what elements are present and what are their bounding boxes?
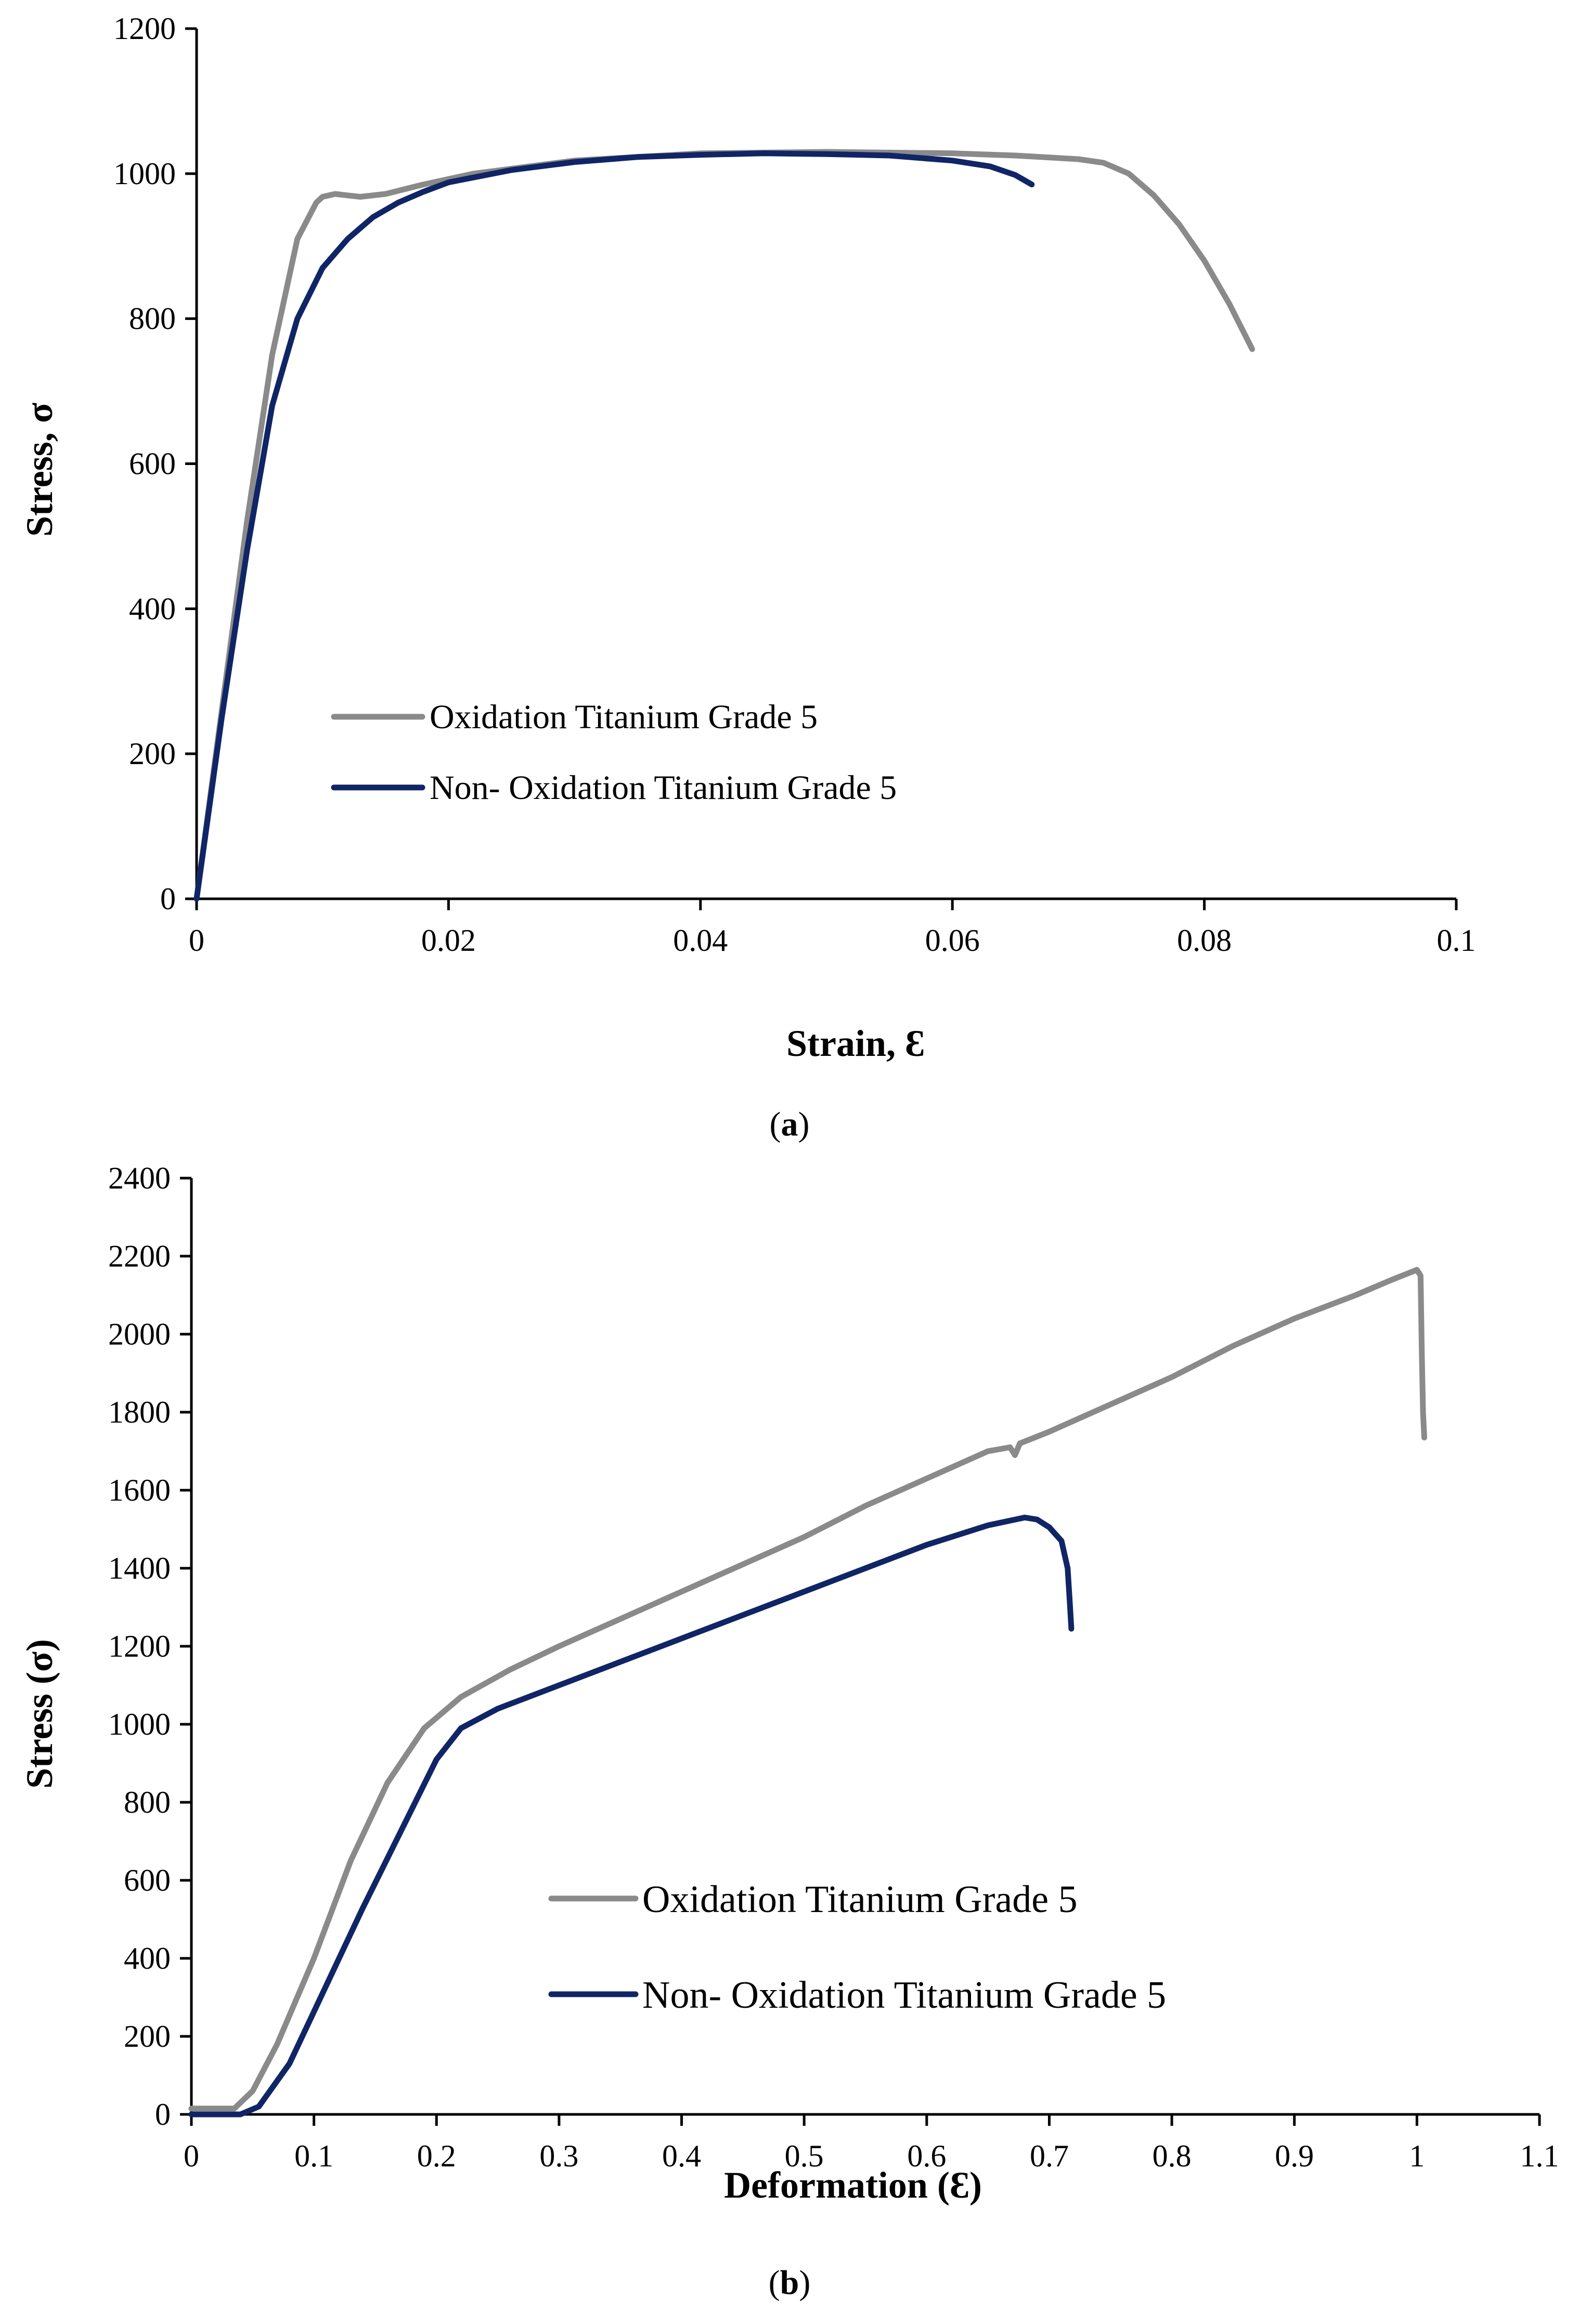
- chart-b-y-axis-title: Stress (σ): [19, 1639, 60, 1789]
- chart-a-caption-letter: a: [781, 1105, 798, 1143]
- chart-b-x-axis-title: Deformation (Ɛ): [724, 2164, 982, 2206]
- chart-a-y-axis-title: Stress, σ: [19, 403, 60, 537]
- chart-a-y-tick-label: 800: [129, 302, 176, 336]
- chart-a-caption-close: ): [798, 1105, 810, 1143]
- chart-b-y-tick-label: 1800: [108, 1395, 171, 1429]
- chart-b-x-tick-label: 0.3: [539, 2139, 578, 2173]
- chart-a-series-non-oxidation-titanium-grade-5: [193, 150, 1035, 902]
- chart-a-x-tick-label: 0.02: [421, 923, 476, 958]
- chart-b-series: [188, 1267, 1427, 2118]
- chart-b-y-tick-label: 1600: [108, 1473, 171, 1507]
- chart-b-legend: Oxidation Titanium Grade 5 Non- Oxidatio…: [548, 1878, 1166, 2017]
- chart-b-x-tick-label: 0.4: [662, 2139, 701, 2173]
- chart-a-x-tick-label: 0.04: [673, 923, 728, 958]
- chart-a-y-tick-label: 600: [129, 447, 176, 481]
- chart-a-x-tick-label: 0.08: [1177, 923, 1232, 958]
- chart-a-legend: Oxidation Titanium Grade 5 Non- Oxidatio…: [331, 698, 897, 807]
- chart-b-y-tick-label: 800: [124, 1785, 171, 1819]
- chart-b-caption: (b): [769, 2264, 811, 2302]
- chart-b-deformation: 0 200 400 600 800 1000 1200 1400 1600 1800 2000 220…: [19, 1161, 1559, 2302]
- chart-a-caption: (a): [770, 1105, 810, 1143]
- chart-a-x-tick-label: 0.1: [1437, 923, 1476, 958]
- chart-a-x-tick-label: 0.06: [925, 923, 980, 958]
- chart-b-y-tick-label: 400: [124, 1941, 171, 1976]
- chart-b-y-tick-label: 1400: [108, 1551, 171, 1585]
- chart-b-caption-close: ): [799, 2264, 810, 2302]
- chart-a-y-tick-label: 1200: [113, 11, 176, 46]
- chart-a-x-axis-title: Strain, Ɛ: [786, 1023, 925, 1064]
- chart-b-x-tick-label: 0.5: [785, 2139, 824, 2173]
- chart-b-legend-label-non-oxidation: Non- Oxidation Titanium Grade 5: [642, 1974, 1166, 2017]
- chart-a-y-tick-label: 0: [160, 882, 176, 916]
- chart-b-y-tick-label: 200: [124, 2019, 171, 2054]
- chart-b-x-tick-label: 0: [184, 2139, 199, 2173]
- chart-b-legend-label-oxidation: Oxidation Titanium Grade 5: [642, 1878, 1078, 1921]
- chart-a-x-tick-label: 0: [189, 923, 204, 958]
- chart-b-x-tick-label: 0.7: [1030, 2139, 1069, 2173]
- chart-b-x-tick-label: 1.1: [1520, 2139, 1559, 2173]
- chart-a-y-tick-label: 400: [129, 591, 176, 626]
- chart-b-x-tick-label: 0.1: [294, 2139, 333, 2173]
- chart-b-y-tick-label: 2000: [108, 1317, 171, 1351]
- chart-a-y-tick-label: 200: [129, 737, 176, 771]
- chart-a-legend-label-non-oxidation: Non- Oxidation Titanium Grade 5: [430, 769, 897, 807]
- chart-b-y-tick-label: 1000: [108, 1707, 171, 1741]
- chart-a-y-tick-label: 1000: [113, 157, 176, 191]
- chart-b-series-oxidation-titanium-grade-5: [188, 1267, 1427, 2112]
- chart-a-series: [193, 149, 1256, 902]
- chart-b-x-tick-label: 0.8: [1153, 2139, 1192, 2173]
- chart-a-strain: 0 200 400 600 800 1000 1200 0 0.02 0.04 0.06 0.08 0.…: [19, 11, 1476, 1143]
- chart-b-y-tick-label: 2200: [108, 1239, 171, 1273]
- chart-b-x-tick-label: 0.6: [907, 2139, 946, 2173]
- chart-b-series-non-oxidation-titanium-grade-5: [188, 1515, 1075, 2118]
- chart-b-x-tick-label: 1: [1409, 2139, 1425, 2173]
- chart-b-caption-open: (: [769, 2264, 780, 2302]
- chart-b-y-tick-label: 1200: [108, 1629, 171, 1663]
- chart-b-y-tick-label: 2400: [108, 1161, 171, 1195]
- chart-a-caption-open: (: [770, 1105, 781, 1143]
- chart-b-x-tick-label: 0.2: [417, 2139, 456, 2173]
- chart-a-legend-label-oxidation: Oxidation Titanium Grade 5: [430, 698, 818, 736]
- chart-b-axes: 0 200 400 600 800 1000 1200 1400 1600 1800 2000 220…: [108, 1161, 1559, 2173]
- chart-b-y-tick-label: 0: [155, 2097, 171, 2132]
- chart-b-y-tick-label: 600: [124, 1863, 171, 1897]
- chart-a-axes: 0 200 400 600 800 1000 1200 0 0.02 0.04 0.06 0.08 0.…: [113, 11, 1476, 958]
- chart-b-x-tick-label: 0.9: [1275, 2139, 1314, 2173]
- chart-b-caption-letter: b: [780, 2264, 799, 2302]
